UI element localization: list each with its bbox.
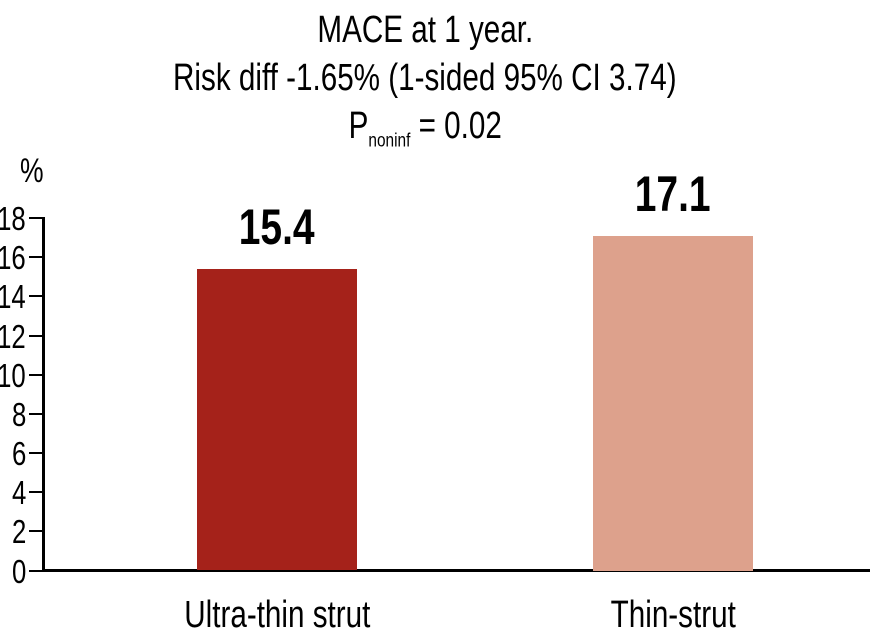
bar-value-label-ultra-thin-strut: 15.4: [239, 198, 315, 255]
chart-title-line-3: Pnoninf = 0.02: [0, 102, 850, 152]
y-axis-tick: [29, 412, 42, 415]
chart-title-text-1: MACE at 1 year.: [317, 9, 533, 51]
chart-title: MACE at 1 year. Risk diff -1.65% (1-side…: [0, 6, 850, 152]
y-axis-tick-label: 12: [0, 317, 26, 355]
x-axis-category-label-ultra-thin-strut: Ultra-thin strut: [183, 594, 371, 636]
p-noninf-statement: Pnoninf = 0.02: [348, 102, 501, 165]
y-axis-tick: [29, 452, 42, 454]
y-axis-tick-label: 6: [11, 435, 26, 472]
y-axis-tick-label: 16: [0, 239, 26, 277]
y-axis-tick: [29, 373, 42, 376]
p-value: = 0.02: [410, 105, 502, 147]
y-axis-tick-label: 10: [0, 356, 26, 394]
y-axis-line: [42, 217, 45, 572]
bar-thin-strut: [593, 235, 753, 571]
y-axis-tick-label: 0: [11, 552, 26, 590]
y-axis-tick: [29, 256, 42, 259]
y-axis-tick: [29, 530, 42, 533]
y-axis-tick: [29, 569, 42, 572]
x-axis-category-label-thin-strut: Thin-strut: [610, 594, 736, 636]
x-axis-baseline: [42, 569, 870, 572]
y-axis-tick: [29, 334, 42, 337]
chart-title-line-1: MACE at 1 year.: [0, 6, 850, 54]
y-axis-tick-label: 2: [11, 513, 26, 551]
y-axis-tick: [29, 295, 42, 298]
y-axis-tick-label: 14: [0, 278, 26, 316]
chart-title-line-2: Risk diff -1.65% (1-sided 95% CI 3.74): [0, 54, 850, 102]
bar-value-label-thin-strut: 17.1: [635, 165, 711, 222]
y-axis-tick: [29, 491, 42, 494]
p-subscript: noninf: [368, 129, 411, 152]
y-axis-unit-label: %: [20, 152, 44, 190]
chart-subtitle-risk-diff: Risk diff -1.65% (1-sided 95% CI 3.74): [173, 57, 677, 99]
p-label: P: [348, 105, 369, 147]
bar-ultra-thin-strut: [197, 268, 357, 571]
y-axis-tick-label: 4: [11, 474, 26, 512]
y-axis-tick: [29, 217, 42, 219]
y-axis-tick-label: 18: [0, 200, 26, 237]
y-axis-tick-label: 8: [11, 395, 26, 433]
